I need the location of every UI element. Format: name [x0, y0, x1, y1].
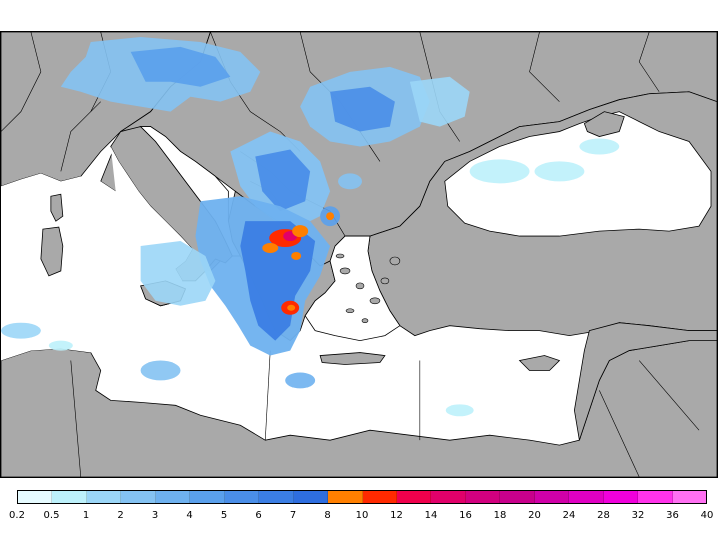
precip-cell-8 [579, 138, 620, 155]
legend-swatch [569, 491, 604, 503]
precip-cell-6 [469, 159, 530, 184]
legend-swatch [259, 491, 294, 503]
legend-swatch [500, 491, 535, 503]
legend-label: 4 [186, 510, 193, 521]
legend-swatch [603, 491, 639, 503]
legend-label: 5 [220, 510, 228, 521]
legend-swatch [431, 491, 466, 503]
precipitation-map [0, 31, 718, 478]
legend-label: 7 [289, 510, 297, 521]
western-mediterranean [1, 146, 193, 361]
legend-swatch [224, 491, 260, 503]
legend-swatch [155, 491, 191, 503]
precip-heavy-4-core [287, 304, 296, 311]
legend-label: 18 [493, 510, 507, 521]
precip-cell-2 [48, 340, 73, 351]
land-crete [319, 352, 386, 365]
legend-swatch [465, 491, 501, 503]
legend-label: 12 [390, 510, 403, 521]
crimea [583, 111, 625, 137]
precip-heavy-6 [326, 212, 335, 221]
legend-label: 0.5 [43, 510, 60, 521]
legend-label: 36 [666, 510, 679, 521]
legend-swatch [190, 491, 225, 503]
legend-swatch [362, 491, 397, 503]
land-corsica-top [50, 193, 64, 222]
legend-swatch [672, 491, 707, 503]
precip-area-south-italy [140, 241, 216, 306]
legend-label: 1 [82, 510, 90, 521]
precip-area-north-europe-dark [130, 46, 231, 87]
legend-color-bar [17, 490, 707, 504]
precip-cell-7 [534, 161, 585, 182]
legend-swatch [52, 491, 87, 503]
precip-heavy-3 [262, 243, 279, 254]
legend-label: 24 [562, 510, 576, 521]
legend-label: 2 [117, 510, 124, 521]
precip-cell-4 [285, 372, 316, 389]
precip-area-ukraine [409, 76, 470, 127]
precip-area-ionian-dark [240, 221, 316, 341]
legend-label: 6 [255, 510, 262, 521]
color-legend: 0.2 0.5 1 2 3 4 5 6 7 8 10 12 14 16 18 20 24 28 32 36 40 [0, 490, 720, 530]
legend-label: 32 [631, 510, 645, 521]
legend-swatch [396, 491, 432, 503]
land-cyprus [518, 355, 561, 371]
legend-label: 10 [355, 510, 369, 521]
land-sardinia-top [40, 226, 64, 277]
legend-label: 20 [528, 510, 541, 521]
legend-label: 16 [459, 510, 472, 521]
legend-swatch [638, 491, 673, 503]
precip-heavy-2 [292, 225, 309, 238]
legend-label: 28 [597, 510, 610, 521]
precip-area-balkans-dark [255, 149, 311, 212]
precip-cell-3 [140, 360, 181, 381]
legend-label: 8 [324, 510, 331, 521]
precip-heavy-5 [291, 252, 302, 260]
legend-label: 0.2 [9, 510, 25, 521]
land-levant [573, 322, 717, 441]
precip-cell-1 [1, 322, 41, 339]
map-canvas [1, 32, 717, 477]
legend-swatch [18, 491, 53, 503]
legend-swatch [293, 491, 329, 503]
legend-label: 3 [151, 510, 159, 521]
precip-cell-5 [445, 404, 474, 417]
legend-swatch [328, 491, 363, 503]
legend-label: 40 [700, 510, 714, 521]
precipitation-overlay [1, 36, 620, 417]
legend-label: 14 [424, 510, 438, 521]
precip-cell-9 [338, 173, 362, 190]
legend-swatch [534, 491, 570, 503]
legend-swatch [86, 491, 122, 503]
legend-swatch [121, 491, 156, 503]
precip-area-romania-dark [330, 86, 395, 132]
aegean-sea [304, 235, 401, 342]
aegean-islands [335, 253, 401, 323]
